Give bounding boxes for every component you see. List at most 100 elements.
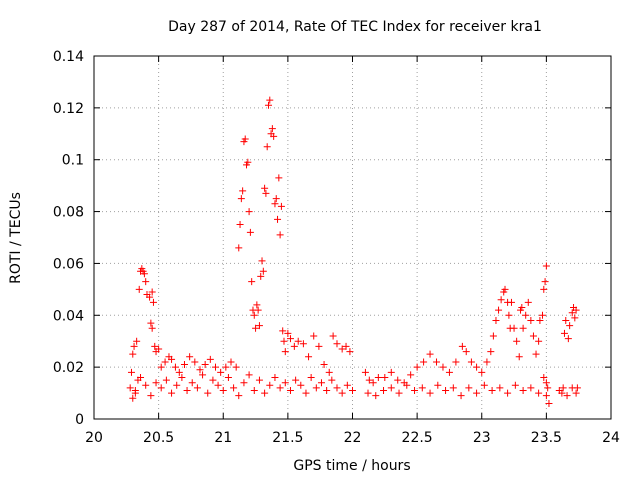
data-point — [250, 386, 258, 394]
data-point — [407, 371, 415, 379]
data-point — [253, 301, 261, 309]
data-point — [239, 187, 247, 195]
data-point — [168, 355, 176, 363]
x-tick-label: 21 — [214, 430, 232, 446]
data-point — [135, 285, 143, 293]
data-point — [522, 311, 530, 319]
data-point — [361, 368, 369, 376]
data-point — [259, 267, 267, 275]
x-tick-label: 24 — [602, 430, 620, 446]
data-point — [380, 386, 388, 394]
data-point — [325, 368, 333, 376]
data-point — [369, 379, 377, 387]
data-point — [495, 306, 503, 314]
data-point — [199, 371, 207, 379]
data-point — [255, 322, 263, 330]
data-point — [255, 376, 263, 384]
data-point — [501, 285, 509, 293]
data-point — [387, 368, 395, 376]
data-point — [564, 335, 572, 343]
data-point — [175, 368, 183, 376]
data-point — [290, 342, 298, 350]
data-point — [277, 202, 285, 210]
data-point — [162, 376, 170, 384]
data-point — [572, 389, 580, 397]
axis-ticks — [93, 55, 612, 420]
x-tick-label: 22 — [344, 430, 362, 446]
data-point — [542, 262, 550, 270]
data-point — [462, 348, 470, 356]
data-point — [458, 342, 466, 350]
data-point — [268, 125, 276, 133]
data-point — [131, 386, 139, 394]
data-point — [237, 195, 245, 203]
data-point — [310, 332, 318, 340]
x-tick-label: 23 — [473, 430, 491, 446]
data-point — [302, 389, 310, 397]
data-point — [275, 174, 283, 182]
data-point — [286, 335, 294, 343]
y-tick-label: 0.04 — [53, 308, 84, 324]
y-tick-label: 0 — [75, 412, 84, 428]
data-point — [191, 358, 199, 366]
data-point — [562, 316, 570, 324]
data-point — [540, 285, 548, 293]
data-point — [186, 353, 194, 361]
data-point — [559, 384, 567, 392]
data-point — [261, 184, 269, 192]
data-point — [403, 381, 411, 389]
data-point — [219, 386, 227, 394]
data-point — [535, 389, 543, 397]
data-point — [513, 337, 521, 345]
data-point — [196, 366, 204, 374]
data-point — [235, 244, 243, 252]
data-point — [147, 392, 155, 400]
data-point — [258, 257, 266, 265]
data-point — [286, 386, 294, 394]
data-point — [568, 384, 576, 392]
x-tick-label: 20 — [85, 430, 103, 446]
data-point — [433, 358, 441, 366]
y-tick-label: 0.08 — [53, 205, 84, 221]
data-point — [148, 288, 156, 296]
data-point — [467, 358, 475, 366]
data-point — [188, 379, 196, 387]
data-point — [222, 363, 230, 371]
data-point — [236, 221, 244, 229]
data-point — [536, 316, 544, 324]
data-point — [232, 363, 240, 371]
data-point — [254, 306, 262, 314]
data-point — [157, 384, 165, 392]
data-point — [246, 228, 254, 236]
data-point — [524, 298, 532, 306]
data-point — [193, 384, 201, 392]
data-point — [317, 379, 325, 387]
data-point — [244, 158, 252, 166]
y-tick-label: 0.12 — [53, 101, 84, 117]
data-point — [492, 316, 500, 324]
data-point — [542, 392, 550, 400]
data-point — [439, 363, 447, 371]
data-point — [333, 384, 341, 392]
data-point — [519, 324, 527, 332]
data-point — [217, 368, 225, 376]
data-point — [572, 306, 580, 314]
data-point — [224, 374, 232, 382]
data-point — [372, 392, 380, 400]
data-point — [211, 363, 219, 371]
data-point — [457, 392, 465, 400]
data-point — [507, 298, 515, 306]
data-point — [488, 386, 496, 394]
data-point — [183, 386, 191, 394]
data-point — [333, 340, 341, 348]
data-point — [558, 389, 566, 397]
data-point — [519, 386, 527, 394]
data-point — [505, 311, 513, 319]
data-point — [152, 379, 160, 387]
data-point — [394, 376, 402, 384]
data-point — [257, 272, 265, 280]
data-point — [281, 348, 289, 356]
data-point — [209, 376, 217, 384]
